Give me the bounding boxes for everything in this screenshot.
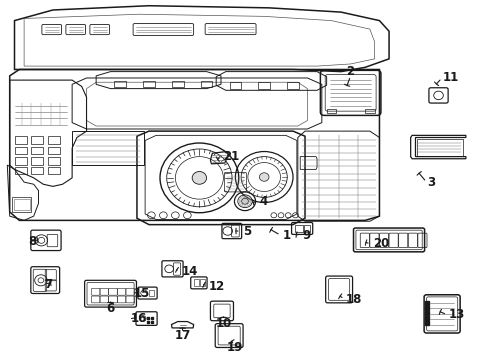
Circle shape <box>192 171 207 184</box>
Bar <box>48 157 60 165</box>
Text: 6: 6 <box>106 302 115 315</box>
Bar <box>230 82 241 89</box>
Bar <box>15 147 26 154</box>
Bar <box>48 136 60 144</box>
Circle shape <box>242 198 248 204</box>
Text: 12: 12 <box>209 280 225 293</box>
Bar <box>172 81 184 87</box>
Bar <box>258 82 270 89</box>
Bar <box>143 81 155 87</box>
Text: 3: 3 <box>427 176 436 189</box>
Bar <box>31 147 43 154</box>
Text: 5: 5 <box>243 225 251 238</box>
Text: 15: 15 <box>134 287 150 300</box>
Bar <box>14 199 30 210</box>
Text: 11: 11 <box>443 72 459 85</box>
Text: 7: 7 <box>44 278 52 291</box>
Circle shape <box>259 173 269 181</box>
Bar <box>48 147 60 154</box>
Bar <box>15 167 26 175</box>
Text: 21: 21 <box>223 150 240 163</box>
Bar <box>201 81 212 87</box>
Bar <box>365 109 375 113</box>
Bar <box>200 279 205 286</box>
Text: 4: 4 <box>259 195 268 208</box>
Bar <box>31 167 43 175</box>
Text: 9: 9 <box>303 229 311 242</box>
Bar <box>12 197 31 212</box>
Bar <box>114 81 126 87</box>
Bar <box>295 225 303 232</box>
Text: 1: 1 <box>282 229 291 242</box>
Bar <box>194 279 199 286</box>
Text: 2: 2 <box>346 65 355 78</box>
Text: 17: 17 <box>174 329 191 342</box>
Text: 16: 16 <box>131 312 147 325</box>
Text: 18: 18 <box>346 293 362 306</box>
Bar <box>48 167 60 175</box>
Text: 19: 19 <box>226 341 243 354</box>
Text: 10: 10 <box>215 317 231 330</box>
Bar <box>417 139 463 156</box>
Text: 14: 14 <box>182 265 198 278</box>
Bar <box>327 109 336 113</box>
Text: 13: 13 <box>449 308 465 321</box>
Bar <box>149 290 154 297</box>
Bar <box>15 136 26 144</box>
Bar <box>31 136 43 144</box>
Bar <box>15 157 26 165</box>
Text: 20: 20 <box>373 237 389 250</box>
Bar <box>31 157 43 165</box>
Bar <box>287 82 299 89</box>
Text: 8: 8 <box>28 235 36 248</box>
Bar <box>304 225 310 232</box>
